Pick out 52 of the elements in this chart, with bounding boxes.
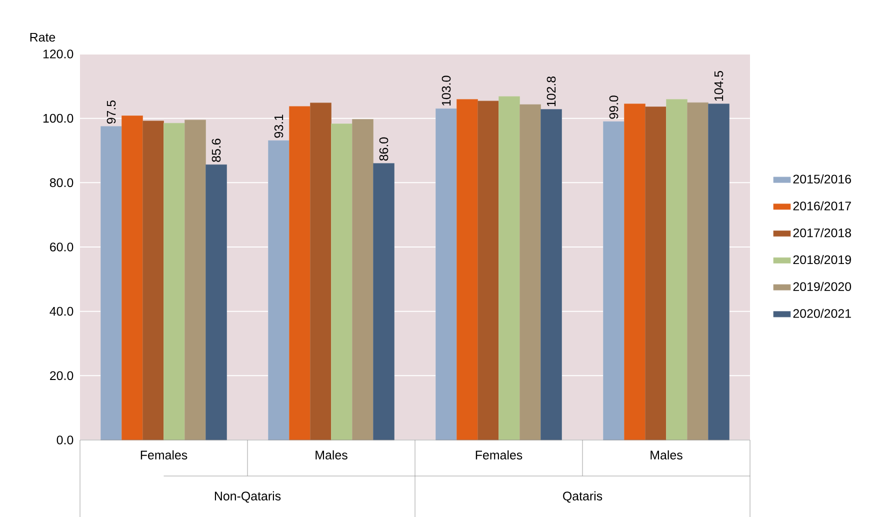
bar [310, 102, 332, 440]
x-tick-label: Males [650, 450, 682, 460]
y-tick-label: 100.0 [43, 114, 74, 123]
bar [184, 120, 206, 440]
y-tick-label: 120.0 [43, 50, 74, 58]
bar [268, 140, 290, 440]
bar [373, 163, 394, 440]
data-label: 86.0 [379, 137, 388, 161]
data-label: 93.1 [274, 114, 284, 138]
legend-label: 2019/2020 [793, 282, 852, 292]
y-tick-label: 40.0 [50, 306, 74, 316]
data-label: 85.6 [212, 138, 221, 162]
bar [603, 121, 624, 440]
bar [122, 116, 143, 440]
text: Non-Qataris [214, 491, 281, 503]
bar [624, 104, 646, 440]
legend-label: 2016/2017 [793, 201, 851, 210]
bar [645, 106, 666, 440]
y-tick-label: 0.0 [56, 436, 74, 444]
data-label: 103.0 [442, 76, 451, 106]
data-label: 99.0 [609, 96, 618, 119]
bar [708, 104, 730, 440]
x-tick-label: Females [140, 450, 188, 460]
bar [520, 104, 541, 440]
bar [666, 99, 688, 440]
data-label: 102.8 [546, 76, 556, 106]
y-tick-label: 20.0 [50, 371, 74, 380]
bar [540, 109, 562, 440]
bar [456, 99, 478, 440]
bar [331, 124, 352, 440]
text: Qataris [563, 491, 602, 503]
bar [289, 106, 310, 440]
bar [498, 96, 520, 440]
data-label: 97.5 [106, 100, 116, 124]
bar [352, 119, 374, 440]
bar [142, 120, 164, 440]
legend-label: 2018/2019 [793, 254, 851, 264]
bar [100, 126, 122, 440]
bar [164, 122, 185, 440]
x-tick-label: Females [476, 450, 522, 460]
y-tick-label: 60.0 [50, 242, 74, 252]
legend-label: 2020/2021 [793, 308, 851, 318]
y-tick-label: 80.0 [50, 178, 74, 188]
y-axis-title: Rate [30, 32, 56, 42]
bar [478, 100, 499, 440]
legend-label: 2017/2018 [793, 228, 852, 238]
x-tick-label: Males [316, 450, 348, 460]
bar [687, 102, 708, 440]
legend-label: 2015/2016 [793, 174, 851, 184]
bar [206, 164, 227, 440]
data-label: 104.5 [714, 71, 724, 101]
bar [436, 108, 457, 440]
